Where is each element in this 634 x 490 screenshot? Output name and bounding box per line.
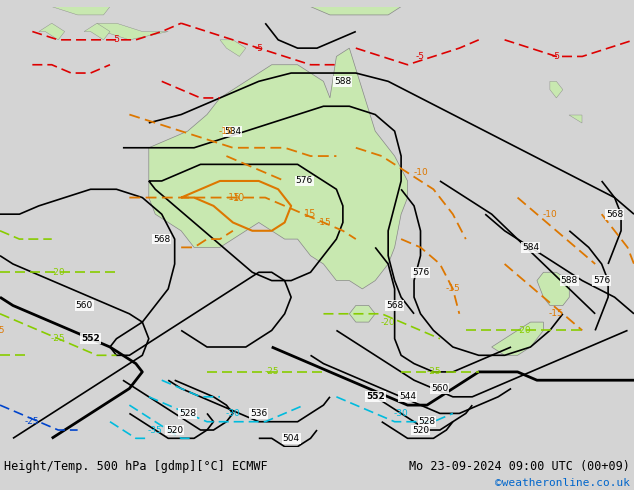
Text: 568: 568 (606, 210, 623, 219)
Polygon shape (32, 0, 117, 15)
Text: -20: -20 (51, 268, 65, 277)
Text: 560: 560 (431, 384, 448, 393)
Text: 544: 544 (399, 392, 416, 401)
Text: -20: -20 (381, 318, 396, 327)
Text: 568: 568 (386, 301, 403, 310)
Text: 552: 552 (81, 334, 100, 343)
Text: -10: -10 (543, 210, 557, 219)
Text: 552: 552 (366, 392, 385, 401)
Text: 576: 576 (412, 268, 429, 277)
Text: 568: 568 (153, 235, 171, 244)
Text: Mo 23-09-2024 09:00 UTC (00+09): Mo 23-09-2024 09:00 UTC (00+09) (409, 460, 630, 473)
Polygon shape (265, 0, 401, 15)
Polygon shape (537, 272, 569, 305)
Text: -25: -25 (264, 368, 279, 376)
Polygon shape (349, 305, 375, 322)
Text: 576: 576 (295, 176, 313, 185)
Polygon shape (97, 23, 168, 40)
Polygon shape (39, 23, 65, 40)
Text: 584: 584 (522, 243, 539, 252)
Text: -30: -30 (226, 409, 240, 418)
Polygon shape (569, 115, 582, 123)
Polygon shape (149, 48, 408, 289)
Text: -5: -5 (416, 52, 425, 61)
Text: -20: -20 (517, 326, 531, 335)
Text: -5: -5 (552, 52, 561, 61)
Text: 520: 520 (166, 425, 183, 435)
Text: -25: -25 (426, 368, 441, 376)
Text: 528: 528 (179, 409, 196, 418)
Text: 15: 15 (0, 326, 6, 335)
Polygon shape (492, 322, 543, 355)
Text: -25: -25 (25, 417, 40, 426)
Text: -30: -30 (394, 409, 408, 418)
Text: -10: -10 (413, 168, 428, 177)
Text: Height/Temp. 500 hPa [gdmp][°C] ECMWF: Height/Temp. 500 hPa [gdmp][°C] ECMWF (4, 460, 268, 473)
Text: -15: -15 (446, 284, 460, 294)
Text: 504: 504 (283, 434, 300, 443)
Text: -10: -10 (219, 126, 234, 136)
Text: -15: -15 (316, 218, 331, 227)
Text: -15: -15 (226, 193, 240, 202)
Text: -25: -25 (51, 334, 65, 343)
Text: 15: 15 (304, 209, 317, 219)
Polygon shape (84, 23, 110, 40)
Text: -5: -5 (112, 35, 121, 44)
Text: 576: 576 (593, 276, 611, 285)
Text: -5: -5 (254, 44, 263, 52)
Text: -35: -35 (148, 425, 163, 435)
Polygon shape (220, 40, 246, 56)
Polygon shape (550, 81, 563, 98)
Text: 520: 520 (412, 425, 429, 435)
Text: 560: 560 (75, 301, 93, 310)
Text: 588: 588 (334, 77, 351, 86)
Text: -15: -15 (549, 309, 564, 318)
Text: ©weatheronline.co.uk: ©weatheronline.co.uk (495, 478, 630, 488)
Text: 584: 584 (224, 126, 242, 136)
Text: 536: 536 (250, 409, 268, 418)
Text: 588: 588 (560, 276, 578, 285)
Text: 528: 528 (418, 417, 436, 426)
Text: 10: 10 (233, 193, 245, 202)
